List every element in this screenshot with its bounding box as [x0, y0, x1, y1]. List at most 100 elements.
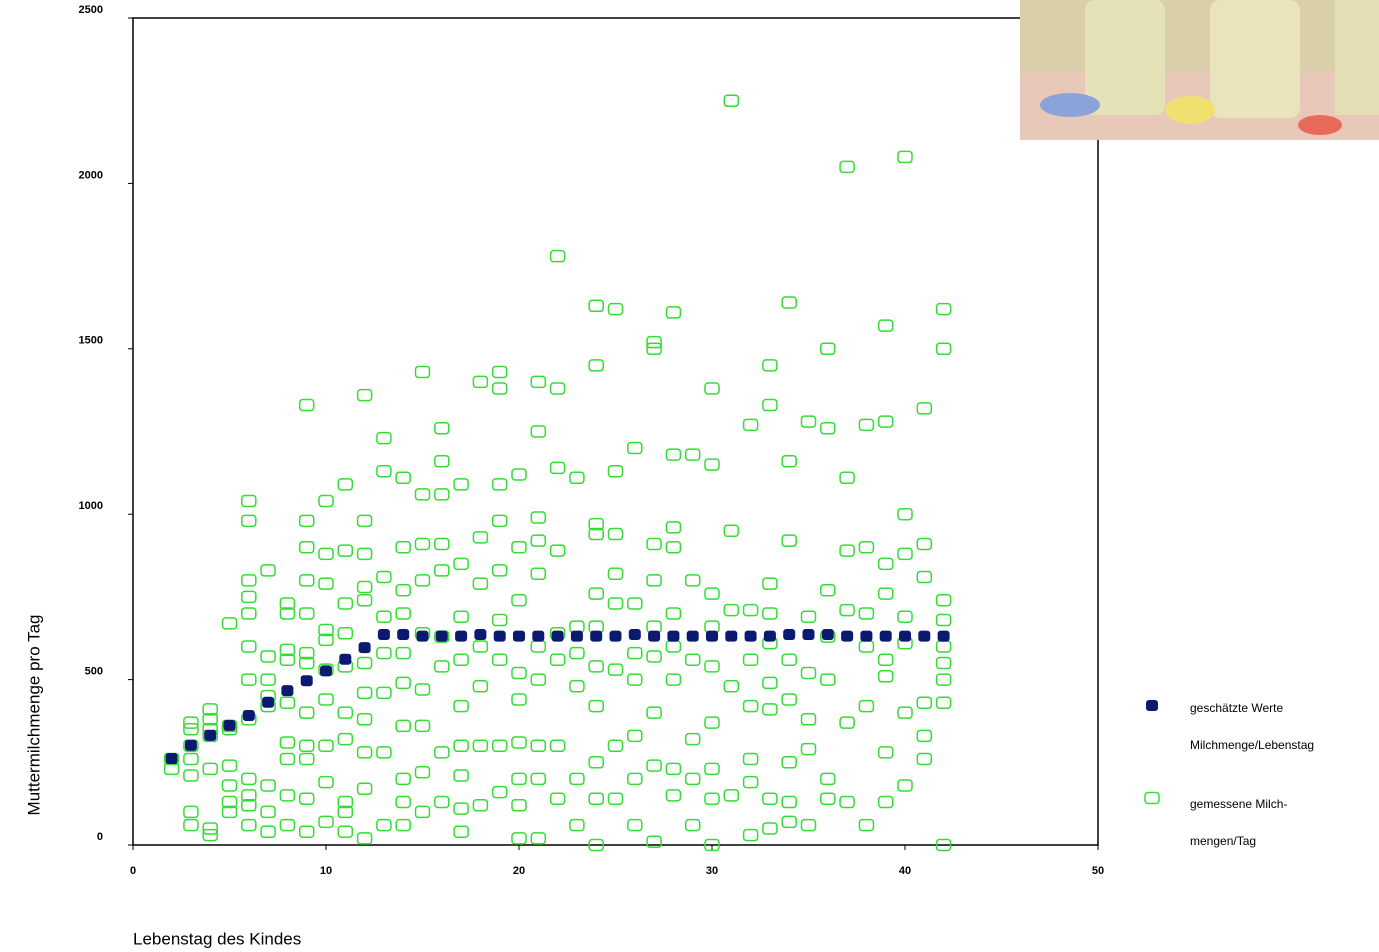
point [454, 803, 468, 814]
point [338, 545, 352, 556]
point [898, 151, 912, 162]
point [435, 796, 449, 807]
point [416, 575, 430, 586]
point [377, 747, 391, 758]
point [184, 717, 198, 728]
point [319, 548, 333, 559]
point [416, 767, 430, 778]
point [879, 747, 893, 758]
x-tick-label: 20 [513, 865, 525, 877]
point [859, 542, 873, 553]
point [898, 780, 912, 791]
point [686, 773, 700, 784]
point [396, 720, 410, 731]
point [629, 629, 641, 640]
point [628, 598, 642, 609]
point [223, 760, 237, 771]
point [898, 707, 912, 718]
point [339, 654, 351, 665]
point [454, 611, 468, 622]
point [531, 376, 545, 387]
point [203, 830, 217, 841]
point [531, 740, 545, 751]
point [570, 621, 584, 632]
point [338, 734, 352, 745]
point [859, 608, 873, 619]
point [551, 383, 565, 394]
point [899, 631, 911, 642]
point [822, 629, 834, 640]
point [512, 542, 526, 553]
point [396, 608, 410, 619]
point [628, 674, 642, 685]
point [589, 588, 603, 599]
point [242, 820, 256, 831]
point [898, 509, 912, 520]
point [242, 575, 256, 586]
point [763, 578, 777, 589]
point [531, 426, 545, 437]
point [937, 674, 951, 685]
point [261, 826, 275, 837]
point [821, 423, 835, 434]
point [300, 707, 314, 718]
legend-marker [1146, 700, 1158, 711]
point [686, 654, 700, 665]
point [666, 641, 680, 652]
y-tick-label: 500 [85, 666, 103, 678]
point [724, 95, 738, 106]
legend-label: geschätzte Werte Milchmenge/Lebenstag [1190, 690, 1379, 764]
x-tick-label: 50 [1092, 865, 1104, 877]
point [821, 585, 835, 596]
point [937, 595, 951, 606]
point [242, 641, 256, 652]
point [782, 535, 796, 546]
point [879, 320, 893, 331]
point [396, 773, 410, 784]
point [377, 466, 391, 477]
point [493, 654, 507, 665]
point [802, 714, 816, 725]
point [358, 390, 372, 401]
point [512, 833, 526, 844]
point [917, 730, 931, 741]
point [705, 793, 719, 804]
point [435, 747, 449, 758]
point [473, 740, 487, 751]
point [609, 793, 623, 804]
point [416, 489, 430, 500]
point [203, 763, 217, 774]
point [705, 459, 719, 470]
point [358, 515, 372, 526]
point [242, 515, 256, 526]
point [396, 542, 410, 553]
point [473, 376, 487, 387]
point [454, 826, 468, 837]
point [338, 628, 352, 639]
point [589, 757, 603, 768]
point [589, 701, 603, 712]
point [512, 469, 526, 480]
point [319, 740, 333, 751]
point [377, 572, 391, 583]
point [648, 631, 660, 642]
point [686, 820, 700, 831]
point [609, 304, 623, 315]
point [512, 773, 526, 784]
point [531, 641, 545, 652]
point [300, 793, 314, 804]
point [821, 674, 835, 685]
point [551, 793, 565, 804]
point [493, 565, 507, 576]
point [473, 578, 487, 589]
point [764, 631, 776, 642]
point [280, 790, 294, 801]
point [473, 532, 487, 543]
point [454, 654, 468, 665]
point [647, 621, 661, 632]
point [841, 631, 853, 642]
point [396, 648, 410, 659]
point [242, 608, 256, 619]
point [628, 773, 642, 784]
point [686, 575, 700, 586]
